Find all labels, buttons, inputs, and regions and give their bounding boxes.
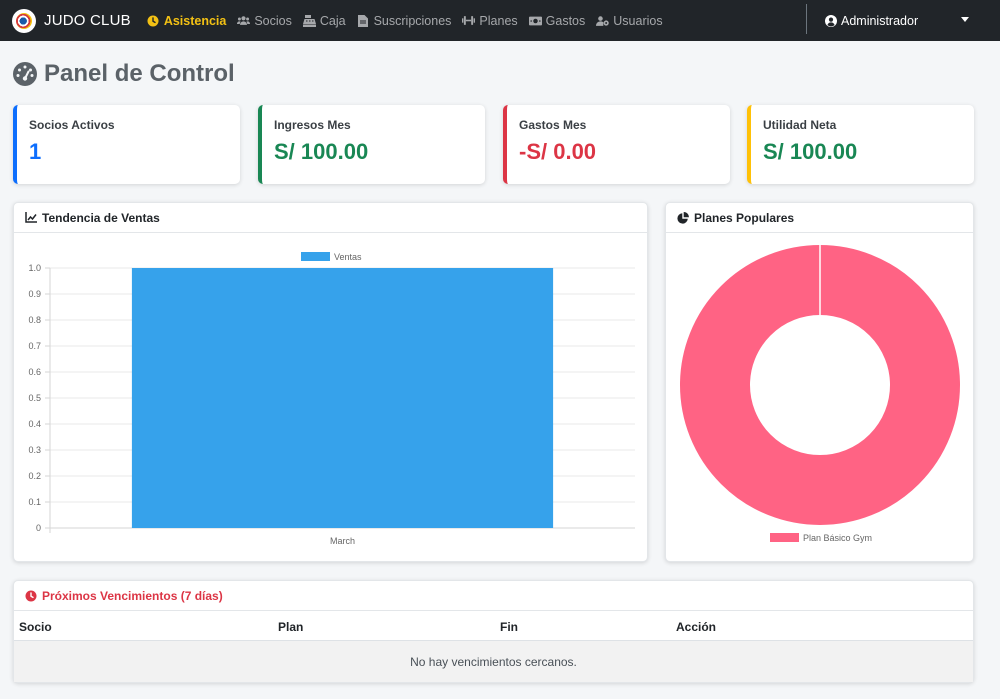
user-menu-toggle[interactable]: Administrador <box>825 0 918 41</box>
nav-item-planes[interactable]: Planes <box>462 13 518 28</box>
user-circle-icon <box>825 14 837 27</box>
sales-bar-chart: Ventas 0 0.1 0.2 0.3 0.4 0.5 0.6 0.7 0.8 0.9 1.0 Mar… <box>28 252 635 546</box>
sales-trend-panel: Tendencia de Ventas Ventas 0 0.1 0.2 0.3 0.4 0… <box>13 202 648 562</box>
nav-item-suscripciones[interactable]: Suscripciones <box>357 13 452 28</box>
clock-icon <box>147 15 160 27</box>
nav-item-label: Suscripciones <box>373 13 452 28</box>
nav-item-label: Gastos <box>545 13 586 28</box>
legend-label-ventas: Ventas <box>334 252 362 262</box>
sales-trend-title: Tendencia de Ventas <box>42 210 160 225</box>
expirations-title: Próximos Vencimientos (7 días) <box>42 588 223 603</box>
tachometer-icon <box>13 62 37 86</box>
stat-card-utilidad-neta: Utilidad Neta S/ 100.00 <box>747 105 974 184</box>
y-tick-label: 0.7 <box>28 341 41 351</box>
chart-line-icon <box>25 212 37 223</box>
nav-item-label: Usuarios <box>613 13 663 28</box>
judo-club-logo-icon <box>12 8 36 33</box>
chart-pie-icon <box>677 211 689 224</box>
money-bill-icon <box>528 15 542 27</box>
y-tick-label: 0.3 <box>28 445 41 455</box>
y-tick-label: 0.6 <box>28 367 41 377</box>
dumbbell-icon <box>462 15 476 27</box>
table-header: Socio Plan Fin Acción <box>14 611 973 641</box>
stat-card-gastos-mes: Gastos Mes -S/ 0.00 <box>503 105 730 184</box>
stat-value: 1 <box>29 139 42 164</box>
panel-header: Tendencia de Ventas <box>14 203 647 233</box>
column-header-plan: Plan <box>278 620 304 634</box>
panel-header: Próximos Vencimientos (7 días) <box>14 581 973 611</box>
page-title: Panel de Control <box>13 60 235 88</box>
stat-card-ingresos-mes: Ingresos Mes S/ 100.00 <box>258 105 485 184</box>
stat-label: Socios Activos <box>29 118 115 132</box>
chevron-down-icon[interactable] <box>961 17 969 22</box>
user-cog-icon <box>596 15 610 27</box>
nav-item-label: Asistencia <box>163 13 227 28</box>
nav-item-socios[interactable]: Socios <box>237 14 292 28</box>
y-tick-label: 0.4 <box>28 419 41 429</box>
user-name: Administrador <box>841 13 919 28</box>
plans-doughnut-chart: Plan Básico Gym <box>680 245 960 543</box>
nav-item-caja[interactable]: Caja <box>302 13 346 28</box>
stat-value: S/ 100.00 <box>274 139 369 164</box>
navbar: JUDO CLUB Asistencia Socios Caja Suscrip… <box>0 0 1000 41</box>
cash-register-icon <box>302 14 316 27</box>
expirations-panel: Próximos Vencimientos (7 días) Socio Pla… <box>13 580 974 683</box>
expirations-table: Socio Plan Fin Acción No hay vencimiento… <box>14 611 973 682</box>
column-header-fin: Fin <box>500 620 518 634</box>
legend-swatch-ventas <box>301 252 330 261</box>
users-icon <box>237 15 251 27</box>
nav-item-asistencia[interactable]: Asistencia <box>147 13 227 28</box>
legend-label-plan: Plan Básico Gym <box>803 533 872 543</box>
nav-item-label: Caja <box>319 13 346 28</box>
panel-header: Planes Populares <box>666 203 973 233</box>
brand-name: JUDO CLUB <box>44 12 131 29</box>
y-tick-label: 1.0 <box>28 263 41 273</box>
nav-item-label: Socios <box>254 13 292 28</box>
y-tick-label: 0.8 <box>28 315 41 325</box>
stat-label: Ingresos Mes <box>274 118 351 132</box>
page-title-text: Panel de Control <box>44 60 235 87</box>
nav-divider <box>806 4 807 34</box>
brand[interactable]: JUDO CLUB <box>12 8 131 33</box>
y-tick-label: 0 <box>36 523 41 533</box>
nav-item-usuarios[interactable]: Usuarios <box>596 13 663 28</box>
bar-march <box>131 268 554 528</box>
y-tick-label: 0.5 <box>28 393 41 403</box>
empty-table-message: No hay vencimientos cercanos. <box>14 641 973 682</box>
y-tick-label: 0.9 <box>28 289 41 299</box>
legend-swatch-plan <box>770 533 799 542</box>
stat-card-socios-activos: Socios Activos 1 <box>13 105 240 184</box>
clock-icon <box>25 590 37 602</box>
x-tick-label: March <box>330 536 355 546</box>
stat-label: Gastos Mes <box>519 118 587 132</box>
nav-menu: Asistencia Socios Caja Suscripciones Pla… <box>147 14 674 28</box>
y-tick-label: 0.2 <box>28 471 41 481</box>
stat-label: Utilidad Neta <box>763 118 837 132</box>
y-tick-label: 0.1 <box>28 497 41 507</box>
stat-value: -S/ 0.00 <box>519 139 597 164</box>
nav-item-label: Planes <box>479 13 518 28</box>
file-icon <box>357 14 370 27</box>
column-header-accion: Acción <box>676 620 717 634</box>
popular-plans-panel: Planes Populares Plan Básico Gym <box>665 202 974 562</box>
popular-plans-title: Planes Populares <box>694 210 795 225</box>
nav-item-gastos[interactable]: Gastos <box>528 13 586 28</box>
column-header-socio: Socio <box>19 620 52 634</box>
stat-value: S/ 100.00 <box>763 139 858 164</box>
